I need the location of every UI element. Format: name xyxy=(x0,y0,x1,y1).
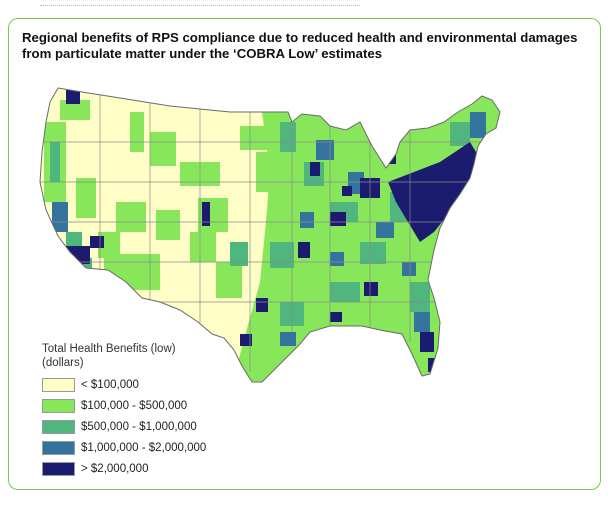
map-legend: Total Health Benefits (low) (dollars) < … xyxy=(42,342,282,479)
legend-swatch xyxy=(42,419,75,434)
legend-swatch xyxy=(42,398,75,413)
legend-swatch xyxy=(42,377,75,392)
legend-item-label: > $2,000,000 xyxy=(81,462,149,475)
legend-item-label: $1,000,000 - $2,000,000 xyxy=(81,441,207,454)
page-top-rule xyxy=(40,0,360,6)
legend-item: $500,000 - $1,000,000 xyxy=(42,416,282,437)
legend-item: > $2,000,000 xyxy=(42,458,282,479)
legend-item-label: $500,000 - $1,000,000 xyxy=(81,420,197,433)
legend-swatch xyxy=(42,440,75,455)
legend-title: Total Health Benefits (low) xyxy=(42,343,176,355)
map-title: Regional benefits of RPS compliance due … xyxy=(22,30,578,61)
legend-units: (dollars) xyxy=(42,357,84,369)
legend-item: $100,000 - $500,000 xyxy=(42,395,282,416)
legend-item-label: < $100,000 xyxy=(81,378,139,391)
legend-item: $1,000,000 - $2,000,000 xyxy=(42,437,282,458)
legend-swatch xyxy=(42,461,75,476)
legend-item: < $100,000 xyxy=(42,374,282,395)
us-county-map xyxy=(39,87,501,383)
legend-item-label: $100,000 - $500,000 xyxy=(81,399,188,412)
